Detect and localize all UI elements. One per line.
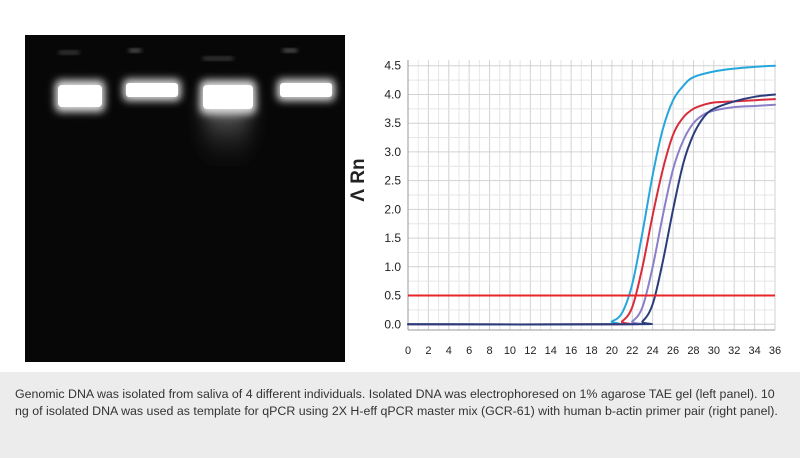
x-tick-label: 34 [748,345,760,357]
gel-image [25,35,345,362]
qpcr-chart: 0.0 0.5 1.0 1.5 2.0 2.5 3.0 3.5 4.0 4.5 0 2 4 6 8 10 12… [345,52,800,370]
series-line-4 [407,93,776,326]
x-tick-label: 20 [606,345,618,357]
gel-well-2 [129,49,141,52]
y-tick-labels: 0.0 0.5 1.0 1.5 2.0 2.5 3.0 3.5 4.0 4.5 [384,59,401,332]
y-tick-label: 4.0 [384,87,401,101]
y-axis-label: Λ Rn [348,158,369,201]
x-tick-label: 12 [524,345,536,357]
x-tick-label: 18 [585,345,597,357]
gel-well-1 [59,51,79,54]
y-tick-label: 0.5 [384,289,401,303]
x-tick-label: 10 [504,345,516,357]
gel-well-4 [283,49,297,52]
y-tick-label: 2.5 [384,174,401,188]
y-tick-label: 2.0 [384,202,401,216]
x-tick-label: 16 [565,345,577,357]
x-tick-label: 30 [708,345,720,357]
chart-grid [407,60,776,330]
qpcr-chart-svg: 0.00.51.01.52.02.53.03.54.04.5 0 2 4 6 8 10 12… [348,59,781,357]
x-tick-labels: 0 2 4 6 8 10 12 14 16 18 20 22 24 26 28 30 32 34 36 [405,345,781,357]
y-tick-label: 1.5 [384,231,401,245]
caption-box [0,372,800,458]
caption-text: Genomic DNA was isolated from saliva of … [15,387,778,418]
x-tick-label: 4 [446,345,452,357]
x-tick-label: 22 [626,345,638,357]
y-tick-label: 1.0 [384,260,401,274]
x-tick-label: 0 [405,345,411,357]
chart-axes [407,60,775,331]
x-tick-label: 14 [545,345,557,357]
y-tick-label: 3.0 [384,145,401,159]
series-line-2 [407,98,776,326]
x-tick-label: 2 [425,345,431,357]
gel-band-lane-3 [200,80,256,114]
gel-band-lane-4 [277,79,335,101]
gel-band-lane-2 [123,79,181,101]
x-tick-label: 36 [769,345,781,357]
x-tick-label: 24 [647,345,659,357]
y-tick-label: 3.5 [384,116,401,130]
y-tick-label: 4.5 [384,59,401,73]
gel-well-3 [203,57,233,60]
gel-band-lane-1 [55,80,105,112]
gel-svg [55,49,335,165]
x-tick-label: 28 [687,345,699,357]
series-line-1 [407,64,776,326]
y-tick-label: 0.0 [384,317,401,331]
x-tick-label: 32 [728,345,740,357]
chart-series [407,64,776,326]
x-tick-label: 8 [486,345,492,357]
x-tick-label: 6 [466,345,472,357]
x-tick-label: 26 [667,345,679,357]
